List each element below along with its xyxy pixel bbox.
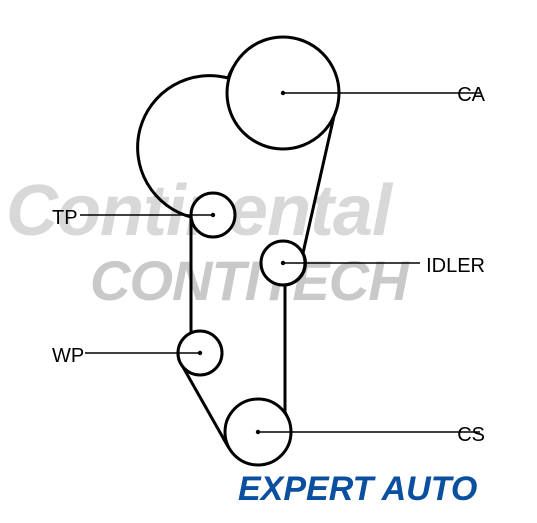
label-tp: TP [52, 207, 78, 230]
footer-brand: EXPERT AUTO [238, 470, 477, 509]
label-idler: IDLER [426, 255, 485, 278]
label-ca: CA [457, 84, 485, 107]
label-wp: WP [52, 345, 84, 368]
label-cs: CS [457, 424, 485, 447]
